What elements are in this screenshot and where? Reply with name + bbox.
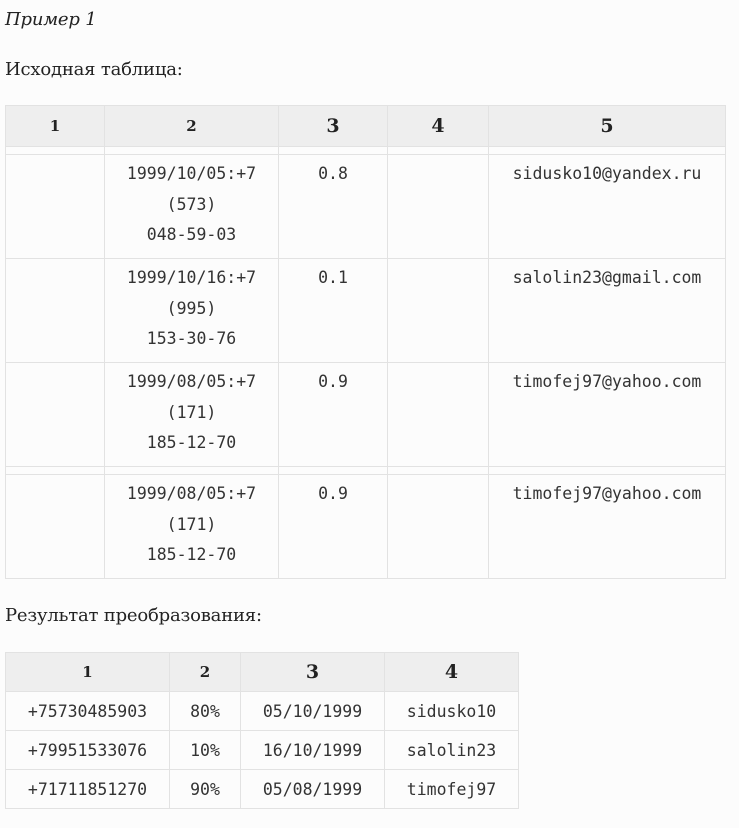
result-table-label: Результат преобразования: xyxy=(5,605,262,626)
table-cell xyxy=(5,362,105,467)
number-part: 185-12-70 xyxy=(146,433,237,452)
date-part: 1999/10/16:+7 xyxy=(126,268,257,287)
email-cell: timofej97@yahoo.com xyxy=(488,474,726,579)
table-row: +75730485903 80% 05/10/1999 sidusko10 xyxy=(5,691,519,731)
source-table-label: Исходная таблица: xyxy=(5,59,183,80)
result-table: 1 2 3 4 +75730485903 80% 05/10/1999 sidu… xyxy=(5,652,519,809)
date-cell: 16/10/1999 xyxy=(240,730,385,770)
table-cell xyxy=(387,154,489,259)
table-cell xyxy=(5,154,105,259)
email-cell: salolin23@gmail.com xyxy=(488,258,726,363)
number-part: 048-59-03 xyxy=(146,225,237,244)
result-header-cell: 1 xyxy=(5,652,170,692)
empty-row xyxy=(5,146,726,155)
date-cell: 05/10/1999 xyxy=(240,691,385,731)
code-part: (171) xyxy=(166,402,217,422)
table-row: 1999/08/05:+7 (171) 185-12-70 0.9 timofe… xyxy=(5,362,726,467)
example-title: Пример 1 xyxy=(5,9,97,30)
number-part: 153-30-76 xyxy=(146,329,237,348)
percent-cell: 80% xyxy=(169,691,241,731)
phone-cell: +79951533076 xyxy=(5,730,170,770)
date-cell: 05/08/1999 xyxy=(240,769,385,809)
login-cell: sidusko10 xyxy=(384,691,519,731)
value-cell: 0.1 xyxy=(278,258,388,363)
table-cell xyxy=(5,258,105,363)
source-header-cell: 2 xyxy=(104,105,279,147)
table-row: +71711851270 90% 05/08/1999 timofej97 xyxy=(5,769,519,809)
email-cell: sidusko10@yandex.ru xyxy=(488,154,726,259)
phone-cell: +71711851270 xyxy=(5,769,170,809)
phone-cell: 1999/08/05:+7 (171) 185-12-70 xyxy=(104,474,279,579)
phone-cell: 1999/10/05:+7 (573) 048-59-03 xyxy=(104,154,279,259)
source-header-cell: 4 xyxy=(387,105,489,147)
source-header-cell: 3 xyxy=(278,105,388,147)
date-part: 1999/08/05:+7 xyxy=(126,372,257,391)
table-cell xyxy=(5,474,105,579)
source-table: 1 2 3 4 5 1999/10/05:+7 (573) 048-59-03 … xyxy=(5,105,726,579)
email-cell: timofej97@yahoo.com xyxy=(488,362,726,467)
value-cell: 0.9 xyxy=(278,474,388,579)
phone-cell: 1999/08/05:+7 (171) 185-12-70 xyxy=(104,362,279,467)
code-part: (995) xyxy=(166,298,217,318)
table-cell xyxy=(387,474,489,579)
empty-row xyxy=(5,466,726,475)
result-header-cell: 2 xyxy=(169,652,241,692)
result-header-row: 1 2 3 4 xyxy=(5,652,519,692)
login-cell: timofej97 xyxy=(384,769,519,809)
result-header-cell: 3 xyxy=(240,652,385,692)
source-header-cell: 1 xyxy=(5,105,105,147)
source-header-row: 1 2 3 4 5 xyxy=(5,105,726,147)
number-part: 185-12-70 xyxy=(146,545,237,564)
phone-cell: +75730485903 xyxy=(5,691,170,731)
code-part: (573) xyxy=(166,194,217,214)
table-cell xyxy=(387,258,489,363)
date-part: 1999/08/05:+7 xyxy=(126,484,257,503)
table-row: 1999/10/16:+7 (995) 153-30-76 0.1 saloli… xyxy=(5,258,726,363)
date-part: 1999/10/05:+7 xyxy=(126,164,257,183)
percent-cell: 10% xyxy=(169,730,241,770)
percent-cell: 90% xyxy=(169,769,241,809)
value-cell: 0.9 xyxy=(278,362,388,467)
value-cell: 0.8 xyxy=(278,154,388,259)
result-header-cell: 4 xyxy=(384,652,519,692)
login-cell: salolin23 xyxy=(384,730,519,770)
table-cell xyxy=(387,362,489,467)
table-row: +79951533076 10% 16/10/1999 salolin23 xyxy=(5,730,519,770)
table-row: 1999/08/05:+7 (171) 185-12-70 0.9 timofe… xyxy=(5,474,726,579)
phone-cell: 1999/10/16:+7 (995) 153-30-76 xyxy=(104,258,279,363)
code-part: (171) xyxy=(166,514,217,534)
table-row: 1999/10/05:+7 (573) 048-59-03 0.8 sidusk… xyxy=(5,154,726,259)
source-header-cell: 5 xyxy=(488,105,726,147)
